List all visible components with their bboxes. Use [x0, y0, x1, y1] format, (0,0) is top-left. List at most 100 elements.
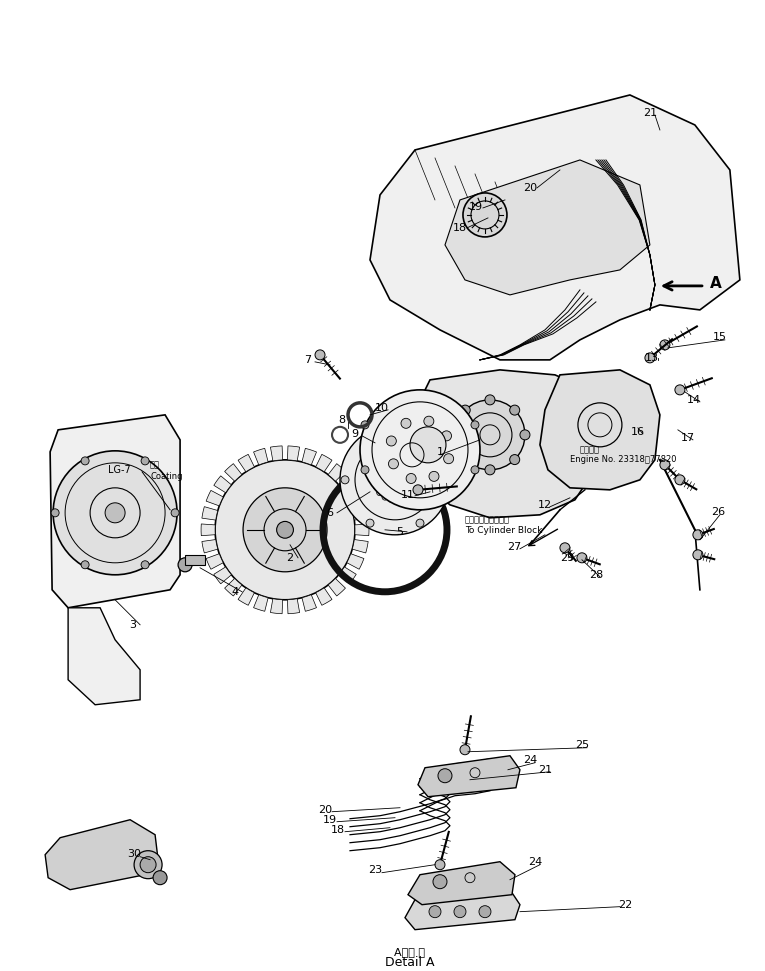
Circle shape [461, 454, 470, 464]
Polygon shape [202, 507, 218, 520]
Text: 7: 7 [304, 354, 311, 365]
Circle shape [471, 420, 479, 429]
Polygon shape [418, 755, 520, 797]
Polygon shape [347, 490, 364, 506]
Circle shape [51, 509, 59, 517]
Polygon shape [353, 507, 368, 520]
Bar [185, 554, 205, 565]
Circle shape [441, 476, 449, 484]
Circle shape [509, 454, 519, 464]
Polygon shape [50, 415, 180, 608]
Polygon shape [302, 594, 317, 612]
Text: 21: 21 [643, 108, 657, 117]
Polygon shape [225, 463, 242, 482]
Circle shape [134, 851, 162, 879]
Circle shape [105, 503, 125, 522]
Polygon shape [405, 889, 520, 929]
Circle shape [361, 466, 369, 474]
Polygon shape [202, 540, 218, 552]
Polygon shape [347, 553, 364, 569]
Text: 10: 10 [375, 403, 389, 413]
Text: 27: 27 [507, 542, 521, 552]
Polygon shape [238, 587, 255, 605]
Polygon shape [328, 463, 346, 482]
Circle shape [645, 352, 655, 363]
Text: 3: 3 [129, 619, 137, 630]
Circle shape [153, 871, 167, 885]
Circle shape [366, 432, 374, 441]
Polygon shape [201, 524, 215, 536]
Text: 23: 23 [368, 865, 382, 875]
Text: 19: 19 [469, 202, 483, 212]
Polygon shape [302, 449, 317, 465]
Polygon shape [355, 524, 369, 536]
Circle shape [461, 405, 470, 416]
Circle shape [479, 906, 491, 918]
Circle shape [416, 432, 424, 441]
Polygon shape [288, 446, 300, 461]
Circle shape [389, 459, 399, 469]
Text: 22: 22 [618, 900, 632, 910]
Text: 16: 16 [631, 427, 645, 437]
Text: LG-7: LG-7 [108, 465, 131, 475]
Circle shape [277, 521, 294, 538]
Circle shape [660, 340, 670, 350]
Circle shape [315, 350, 325, 360]
Polygon shape [271, 446, 282, 461]
Text: 4: 4 [232, 586, 239, 597]
Circle shape [215, 460, 355, 600]
Polygon shape [408, 861, 515, 905]
Text: Engine No. 23318～77820: Engine No. 23318～77820 [570, 455, 676, 464]
Text: 20: 20 [523, 183, 537, 193]
Circle shape [410, 427, 446, 463]
Text: 14: 14 [687, 395, 701, 405]
Circle shape [471, 466, 479, 474]
Circle shape [401, 419, 411, 428]
Circle shape [81, 457, 89, 465]
Polygon shape [353, 540, 368, 552]
Circle shape [53, 451, 177, 575]
Text: 12: 12 [538, 500, 552, 510]
Circle shape [386, 436, 396, 446]
Polygon shape [316, 454, 332, 472]
Circle shape [560, 543, 570, 552]
Text: A　詳 細: A 詳 細 [395, 947, 425, 956]
Text: シリンダブロックへ: シリンダブロックへ [465, 516, 510, 524]
Text: 24: 24 [528, 856, 542, 867]
Polygon shape [68, 608, 140, 705]
Polygon shape [540, 370, 660, 489]
Circle shape [416, 519, 424, 527]
Circle shape [81, 561, 89, 569]
Polygon shape [408, 370, 600, 518]
Text: 24: 24 [522, 754, 537, 765]
Circle shape [178, 557, 192, 572]
Polygon shape [328, 579, 346, 596]
Circle shape [485, 395, 495, 405]
Text: A: A [710, 277, 721, 291]
Circle shape [433, 875, 447, 888]
Circle shape [520, 430, 530, 440]
Text: 30: 30 [127, 849, 141, 858]
Text: 9: 9 [351, 429, 359, 439]
Text: 25: 25 [575, 740, 589, 750]
Circle shape [429, 906, 441, 918]
Polygon shape [238, 454, 255, 472]
Circle shape [340, 425, 450, 535]
Text: 28: 28 [589, 570, 603, 580]
Polygon shape [288, 599, 300, 614]
Circle shape [171, 509, 179, 517]
Text: 18: 18 [331, 824, 345, 835]
Polygon shape [271, 599, 282, 614]
Text: 20: 20 [318, 805, 332, 815]
Circle shape [435, 859, 445, 870]
Text: 21: 21 [538, 765, 552, 775]
Polygon shape [253, 594, 268, 612]
Polygon shape [213, 567, 232, 584]
Text: 塗布: 塗布 [150, 460, 160, 469]
Circle shape [361, 420, 369, 429]
Polygon shape [316, 587, 332, 605]
Circle shape [693, 530, 703, 540]
Text: Coating: Coating [150, 472, 183, 482]
Circle shape [441, 431, 451, 441]
Text: 13: 13 [645, 352, 659, 363]
